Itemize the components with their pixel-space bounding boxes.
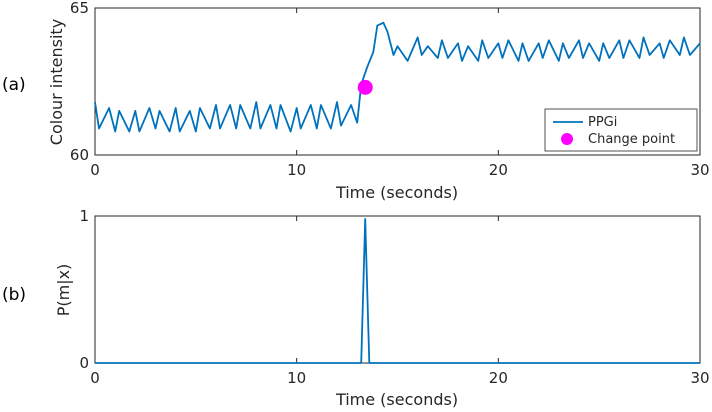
panel-b-xtick-label: 0 [90, 369, 100, 387]
legend-ppgi-label: PPGi [588, 115, 617, 130]
panel-b-label: (b) [2, 285, 26, 305]
panel-a-ytick-label: 65 [70, 0, 89, 17]
panel-a-xtick-label: 0 [90, 161, 100, 179]
panel-b-ylabel: P(m|x) [54, 264, 73, 317]
panel-a-xtick-label: 20 [489, 161, 508, 179]
panel-b: (b) 0 10 20 30 0 1 P(m|x) Time (seconds) [2, 207, 710, 409]
panel-a-axes-box [94, 7, 701, 156]
legend-change-point-label: Change point [588, 132, 675, 147]
panel-a-label: (a) [2, 75, 26, 95]
panel-b-ticks [94, 215, 701, 364]
panel-b-ytick-label: 0 [79, 354, 89, 372]
panel-a-xtick-label: 30 [690, 161, 709, 179]
panel-a-series [94, 21, 701, 133]
panel-a-ticks [94, 7, 701, 156]
legend-box [544, 108, 698, 152]
panel-b-xtick-label: 20 [489, 369, 508, 387]
panel-a-xtick-label: 10 [287, 161, 306, 179]
panel-b-series [95, 217, 700, 364]
panel-b-tick-labels: 0 10 20 30 0 1 [79, 207, 709, 387]
panel-a-ylabel: Colour intensity [47, 19, 66, 145]
panel-a-ytick-label: 60 [70, 146, 89, 164]
panel-a-series-line-0 [94, 21, 701, 133]
legend-change-point-marker [561, 133, 573, 145]
panel-b-series-line-0 [95, 217, 700, 364]
panel-a-change-point-marker [357, 79, 373, 95]
panel-a: (a) 0 10 20 30 60 65 Colour intensity Time (s… [2, 0, 710, 202]
panel-b-xlabel: Time (seconds) [335, 390, 458, 409]
legend: PPGi Change point [544, 108, 698, 152]
panel-b-xtick-label: 10 [287, 369, 306, 387]
panel-a-xlabel: Time (seconds) [335, 183, 458, 202]
panel-b-ytick-label: 1 [79, 207, 89, 225]
panel-b-xtick-label: 30 [690, 369, 709, 387]
panel-b-axes-box [94, 215, 701, 364]
panel-a-tick-labels: 0 10 20 30 60 65 [70, 0, 710, 179]
